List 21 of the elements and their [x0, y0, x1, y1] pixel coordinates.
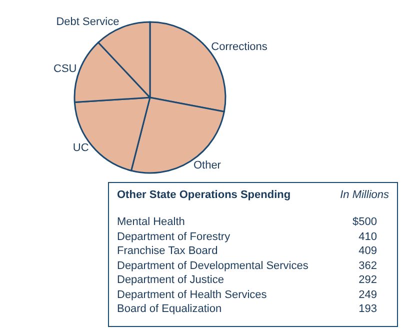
- category-label: Franchise Tax Board: [117, 244, 218, 258]
- text: 249: [358, 288, 377, 300]
- slice-label: Debt Service: [56, 16, 120, 28]
- slice-label: Corrections: [211, 40, 268, 53]
- text: 410: [358, 230, 377, 242]
- category-label: Mental Health: [117, 215, 185, 230]
- text: In Millions: [340, 189, 389, 201]
- text: 292: [358, 274, 377, 286]
- slice-label: CSU: [54, 62, 77, 75]
- text: $500: [352, 216, 377, 228]
- slice-label: Other: [193, 160, 222, 172]
- category-label: Department of Health Services: [117, 288, 267, 302]
- category-label: Department of Developmental Services: [117, 258, 308, 273]
- category-label: Board of Equalization: [117, 302, 222, 316]
- text: 409: [358, 245, 377, 257]
- text: Other State Operations Spending: [117, 189, 291, 201]
- slice-label: UC: [72, 142, 89, 154]
- text: 193: [358, 303, 377, 315]
- category-label: Department of Justice: [117, 273, 224, 288]
- text: 362: [358, 260, 377, 272]
- category-label: Department of Forestry: [117, 230, 230, 244]
